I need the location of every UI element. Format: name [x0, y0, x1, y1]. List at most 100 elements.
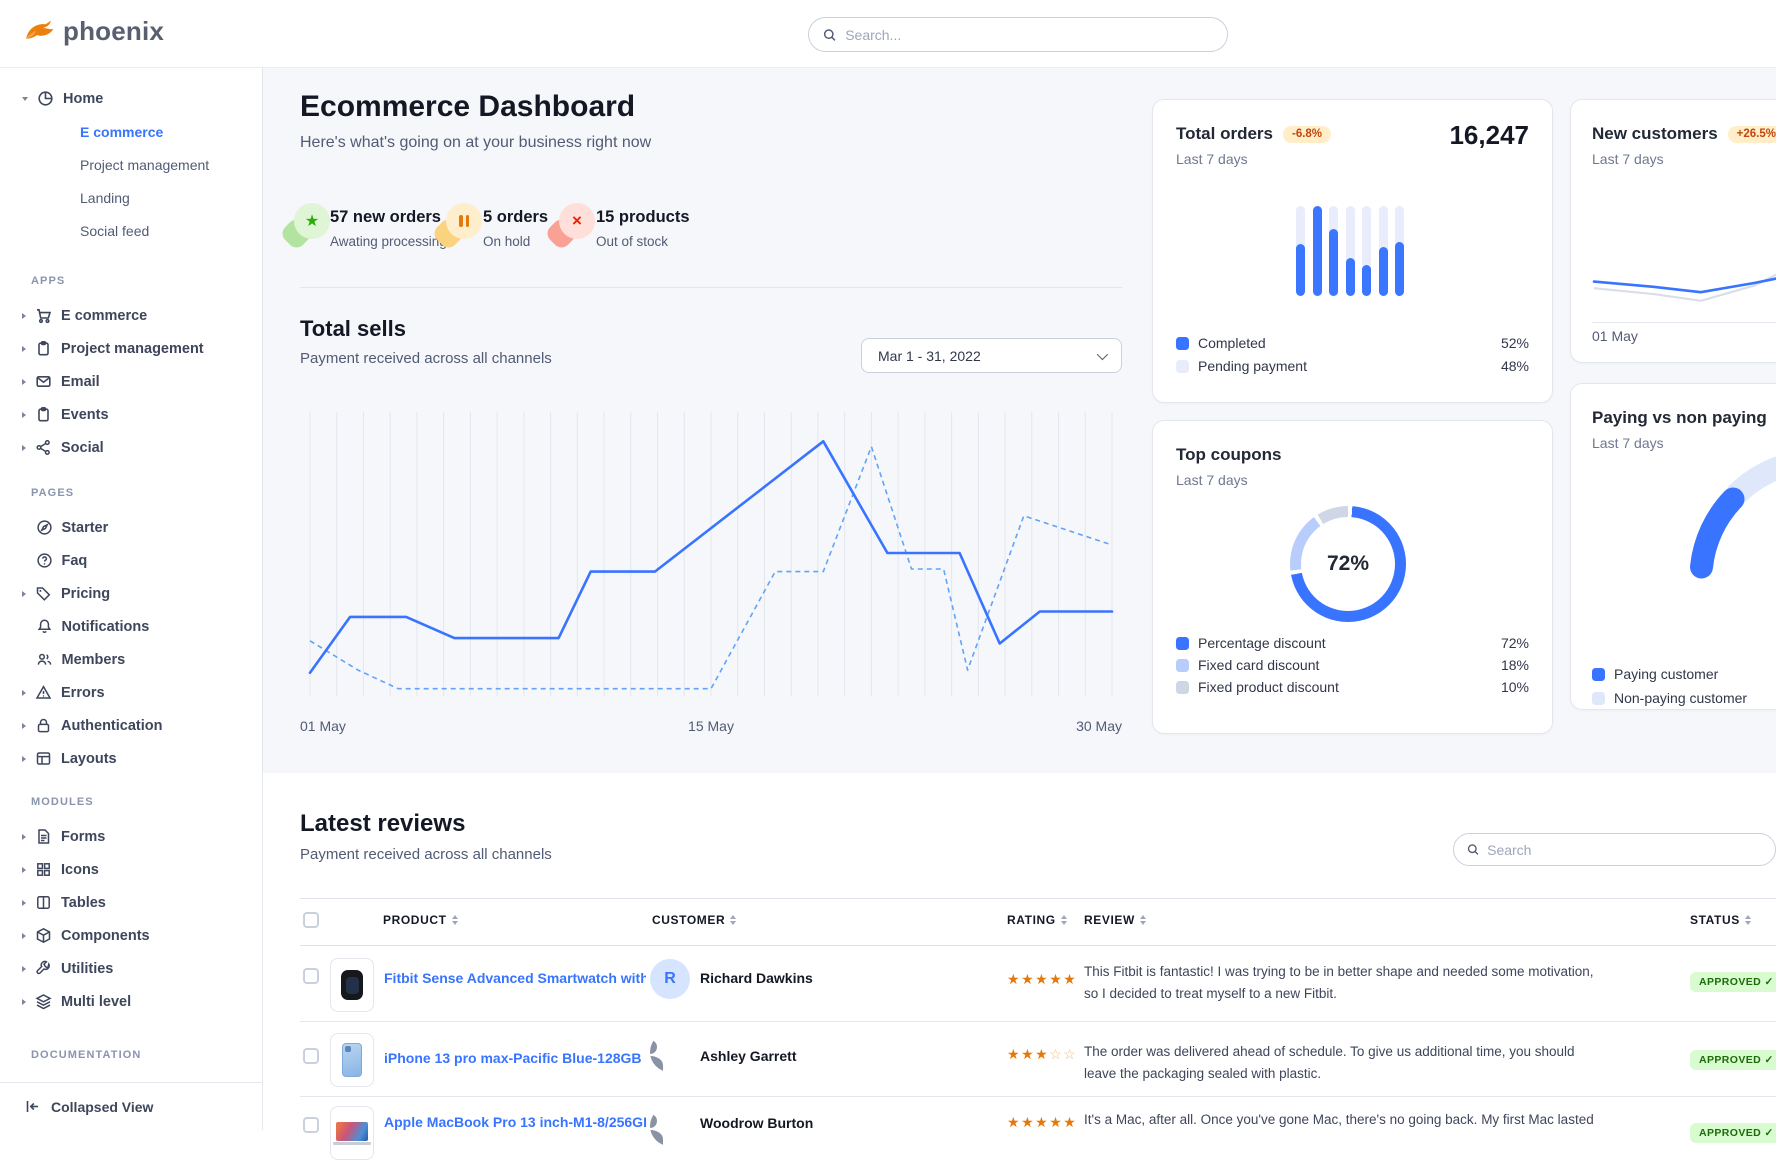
sidebar-item-label: Landing — [80, 189, 130, 206]
legend-value: 18% — [1500, 657, 1529, 673]
lock-icon — [37, 718, 50, 733]
sidebar-item-social-feed[interactable]: Social feed — [0, 214, 262, 247]
column-header-status[interactable]: STATUS — [1690, 913, 1751, 927]
sidebar-item-apps-email[interactable]: Email — [0, 365, 262, 398]
sidebar-item-tables[interactable]: Tables — [0, 886, 262, 919]
new-customers-chart — [1592, 273, 1776, 302]
sidebar-item-label: Project management — [80, 156, 210, 173]
check-icon: ✓ — [1764, 976, 1774, 988]
compass-icon — [36, 520, 52, 535]
brand-logo[interactable]: phoenix — [22, 15, 164, 48]
sidebar-item-label: Email — [61, 373, 100, 390]
latest-reviews-subtitle: Payment received across all channels — [300, 846, 552, 863]
column-header-review[interactable]: REVIEW — [1084, 913, 1146, 927]
column-header-rating[interactable]: RATING — [1007, 913, 1067, 927]
table-row[interactable]: Apple MacBook Pro 13 inch-M1-8/256GB Woo… — [300, 1096, 1776, 1166]
row-checkbox[interactable] — [303, 968, 319, 984]
bell-icon — [37, 619, 51, 634]
total-orders-period: Last 7 days — [1176, 151, 1248, 167]
table-row[interactable]: Fitbit Sense Advanced Smartwatch with To… — [300, 945, 1776, 1021]
clipboard-icon — [38, 406, 49, 422]
sidebar-item-forms[interactable]: Forms — [0, 820, 262, 853]
review-text: It's a Mac, after all. Once you've gone … — [1084, 1112, 1594, 1127]
legend-pending: Pending payment — [1176, 358, 1307, 374]
sidebar-item-apps-project-management[interactable]: Project management — [0, 332, 262, 365]
sort-icon — [1744, 915, 1751, 925]
section-label-pages: PAGES — [31, 487, 75, 499]
sort-icon — [1060, 915, 1067, 925]
sidebar-item-members[interactable]: Members — [0, 643, 262, 676]
sidebar-item-project-management[interactable]: Project management — [0, 148, 262, 181]
box-icon — [36, 927, 51, 944]
sidebar-item-faq[interactable]: Faq — [0, 544, 262, 577]
total-orders-value: 16,247 — [1449, 120, 1529, 150]
section-label-apps: APPS — [31, 275, 66, 287]
reviews-search-input[interactable] — [1487, 841, 1762, 858]
sidebar-item-label: E commerce — [80, 123, 164, 140]
chevron-right-icon — [22, 689, 26, 696]
new-orders-stat-sub: Awating processing — [330, 234, 447, 249]
customer-name: Woodrow Burton — [700, 1115, 814, 1131]
sidebar-item-apps-events[interactable]: Events — [0, 398, 262, 431]
star-icon: ★ — [294, 203, 330, 239]
sidebar-item-authentication[interactable]: Authentication — [0, 709, 262, 742]
check-icon: ✓ — [1764, 1054, 1774, 1066]
users-icon — [37, 653, 51, 665]
x-axis-label-start: 01 May — [300, 718, 346, 734]
avatar: R — [650, 959, 690, 999]
column-header-product[interactable]: PRODUCT — [383, 913, 458, 927]
date-range-select[interactable]: Mar 1 - 31, 2022 — [861, 338, 1122, 373]
select-all-checkbox[interactable] — [303, 912, 319, 928]
product-thumbnail-iphone[interactable] — [330, 1033, 374, 1087]
sidebar-item-label: Social feed — [80, 222, 150, 239]
sidebar-item-apps-social[interactable]: Social — [0, 431, 262, 464]
columns-icon — [37, 896, 50, 909]
sidebar-item-apps-ecommerce[interactable]: E commerce — [0, 299, 262, 332]
product-thumbnail-smartwatch[interactable] — [330, 958, 374, 1012]
new-orders-stat-icon: ★ — [278, 203, 332, 257]
sidebar-item-icons[interactable]: Icons — [0, 853, 262, 886]
total-sells-title: Total sells — [300, 316, 406, 341]
product-link[interactable]: Fitbit Sense Advanced Smartwatch with To… — [384, 970, 646, 986]
collapsed-view-toggle[interactable]: Collapsed View — [0, 1082, 262, 1130]
chevron-right-icon — [22, 378, 26, 385]
legend-swatch — [1592, 691, 1605, 705]
sidebar-item-components[interactable]: Components — [0, 919, 262, 952]
product-thumbnail-macbook[interactable] — [330, 1106, 374, 1160]
sidebar-item-starter[interactable]: Starter — [0, 511, 262, 544]
legend-swatch — [1176, 336, 1189, 350]
sidebar-item-utilities[interactable]: Utilities — [0, 952, 262, 985]
chevron-right-icon — [22, 312, 26, 319]
table-row[interactable]: iPhone 13 pro max-Pacific Blue-128GB sto… — [300, 1021, 1776, 1096]
trend-badge: +26.5% — [1727, 125, 1776, 143]
total-sells-chart — [308, 412, 1114, 696]
search-icon — [823, 28, 836, 41]
sort-icon — [1139, 915, 1146, 925]
chevron-down-icon — [1096, 348, 1109, 360]
sidebar-item-layouts[interactable]: Layouts — [0, 742, 262, 775]
sidebar-item-multi-level[interactable]: Multi level — [0, 985, 262, 1018]
sidebar-item-ecommerce[interactable]: E commerce — [0, 115, 262, 148]
sidebar-item-label: Notifications — [61, 618, 150, 635]
collapse-arrow-icon — [26, 1101, 38, 1112]
paying-period: Last 7 days — [1592, 435, 1664, 451]
x-icon: × — [559, 203, 595, 239]
page-subtitle: Here's what's going on at your business … — [300, 134, 652, 151]
orders-on-hold-stat-sub: On hold — [483, 234, 531, 249]
avatar — [650, 1032, 690, 1072]
orders-on-hold-stat-icon — [430, 203, 484, 257]
row-checkbox[interactable] — [303, 1048, 319, 1064]
sidebar-item-notifications[interactable]: Notifications — [0, 610, 262, 643]
sidebar-item-pricing[interactable]: Pricing — [0, 577, 262, 610]
sidebar-item-errors[interactable]: Errors — [0, 676, 262, 709]
sidebar-item-home[interactable]: Home — [0, 82, 262, 115]
pause-icon — [446, 203, 482, 239]
legend-swatch — [1176, 636, 1189, 650]
legend-swatch — [1592, 667, 1605, 681]
sidebar-item-landing[interactable]: Landing — [0, 181, 262, 214]
column-header-customer[interactable]: CUSTOMER — [652, 913, 737, 927]
product-link[interactable]: Apple MacBook Pro 13 inch-M1-8/256GB — [384, 1114, 646, 1130]
search-input[interactable] — [845, 26, 1213, 43]
row-checkbox[interactable] — [303, 1117, 319, 1133]
product-link[interactable]: iPhone 13 pro max-Pacific Blue-128GB sto… — [384, 1050, 646, 1066]
